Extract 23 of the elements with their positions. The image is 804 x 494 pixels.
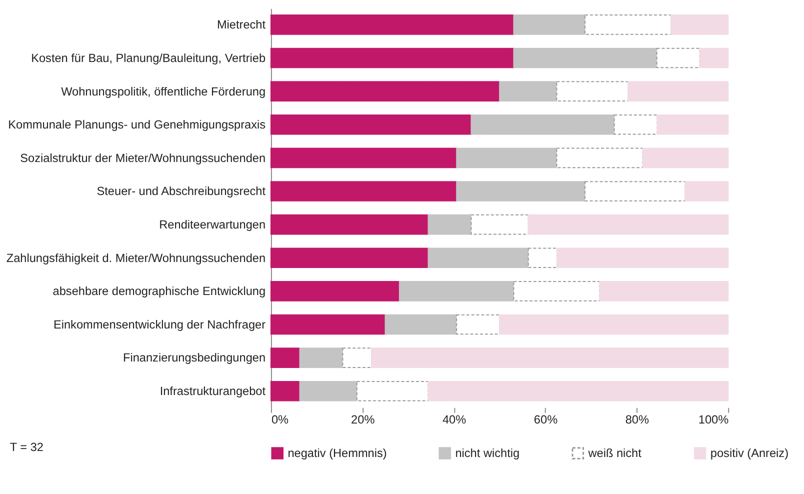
legend-label: negativ (Hemmnis)	[288, 446, 387, 460]
x-tick-label: 0%	[271, 412, 290, 427]
y-tick-label: Steuer- und Abschreibungsrecht	[96, 184, 266, 198]
y-tick-label: Kosten für Bau, Planung/Bauleitung, Vertrieb	[31, 50, 266, 65]
y-tick-label: Renditeerwartungen	[159, 218, 266, 232]
x-tick-label: 100%	[698, 412, 730, 427]
y-tick-label: Zahlungsfähigkeit d. Mieter/Wohnungssuchenden	[6, 250, 266, 265]
text: T = 32	[10, 440, 44, 454]
y-tick-label: Einkommensentwicklung der Nachfrager	[53, 317, 266, 332]
y-tick-label: Infrastrukturangebot	[160, 384, 266, 398]
y-tick-label: absehbare demographische Entwicklung	[52, 284, 266, 298]
legend-label: weiß nicht	[587, 446, 642, 460]
y-tick-label: Finanzierungsbedingungen	[123, 350, 266, 365]
y-tick-label: Sozialstruktur der Mieter/Wohnungssuchenden	[20, 150, 266, 165]
legend-label: nicht wichtig	[455, 446, 520, 460]
y-tick-label: Mietrecht	[216, 18, 266, 32]
x-tick-label: 80%	[625, 412, 650, 427]
legend-label: positiv (Anreiz)	[710, 446, 789, 460]
x-tick-label: 40%	[442, 412, 467, 427]
y-tick-label: Wohnungspolitik, öffentliche Förderung	[61, 84, 266, 98]
x-tick-label: 60%	[534, 412, 558, 427]
y-tick-label: Kommunale Planungs- und Genehmigungspraxis	[8, 118, 266, 132]
x-tick-label: 20%	[351, 412, 376, 427]
